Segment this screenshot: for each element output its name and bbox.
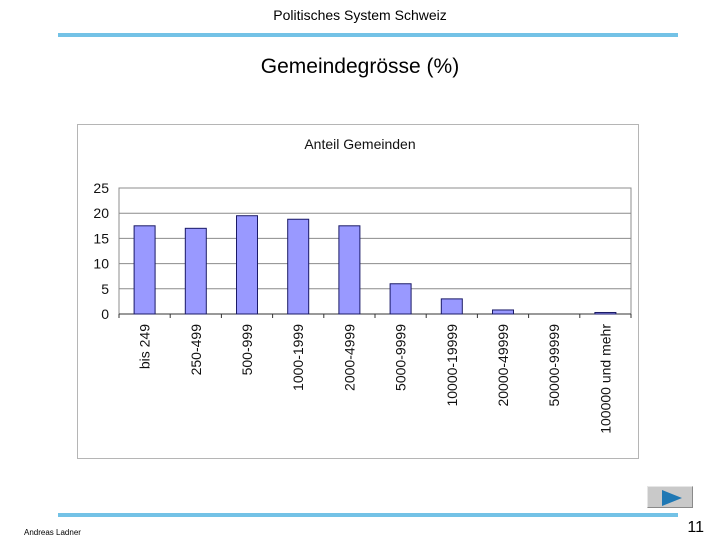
y-tick-label: 10 [93, 256, 109, 272]
play-triangle-icon [662, 490, 682, 506]
page-number: 11 [687, 519, 704, 536]
x-tick-label: 20000-49999 [495, 324, 511, 407]
bottom-divider [58, 513, 678, 517]
bar-chart: Anteil Gemeinden 0 5 10 15 20 25 bis 249 250-499… [93, 136, 632, 434]
bar [389, 283, 412, 315]
x-tick-label: 100000 und mehr [597, 324, 613, 434]
x-tick-label: 5000-9999 [393, 324, 409, 391]
footer-author: Andreas Ladner [24, 528, 81, 537]
x-tick-label: 10000-19999 [444, 324, 460, 407]
page-title: Gemeindegrösse (%) [260, 55, 460, 78]
next-slide-button[interactable] [647, 486, 693, 508]
x-tick-label: bis 249 [137, 324, 153, 369]
x-tick-label: 250-499 [188, 324, 204, 376]
bar [287, 218, 310, 315]
y-tick-label: 5 [101, 281, 109, 297]
bar [133, 225, 156, 315]
bar [338, 225, 361, 315]
bar [236, 215, 258, 315]
x-tick-label: 500-999 [239, 324, 255, 376]
bar [492, 309, 514, 315]
y-tick-label: 15 [93, 230, 109, 246]
header-title: Politisches System Schweiz [273, 7, 447, 23]
chart-frame: Anteil Gemeinden 0 5 10 15 20 25 bis 249 250-499… [77, 124, 639, 459]
bar [184, 227, 207, 315]
chart-title: Anteil Gemeinden [304, 136, 415, 152]
y-tick-label: 0 [101, 306, 109, 322]
y-tick-label: 25 [93, 180, 109, 196]
x-tick-label: 1000-1999 [290, 324, 306, 391]
bar [594, 311, 617, 315]
x-tick-label: 2000-4999 [341, 324, 357, 391]
top-divider [58, 33, 678, 37]
y-tick-label: 20 [93, 205, 109, 221]
bar [440, 298, 463, 315]
x-tick-label: 50000-99999 [546, 324, 562, 407]
